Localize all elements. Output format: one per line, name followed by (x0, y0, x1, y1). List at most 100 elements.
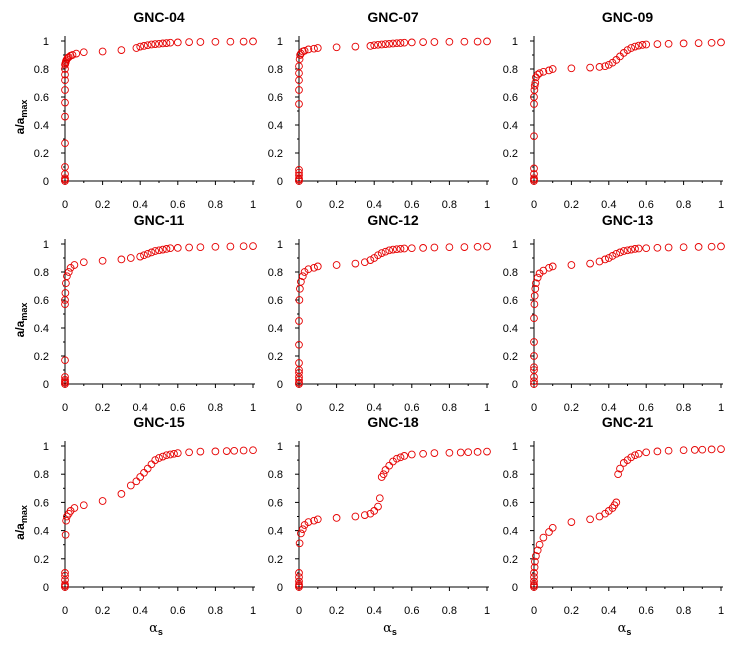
data-point (79, 48, 88, 57)
data-point (396, 453, 405, 462)
data-point (332, 514, 341, 522)
data-point (642, 40, 651, 49)
data-point (717, 38, 725, 47)
data-point (98, 256, 107, 265)
data-point (151, 40, 160, 48)
data-point (460, 37, 469, 46)
data-point (385, 39, 394, 48)
data-point (68, 51, 77, 59)
data-point (535, 69, 544, 78)
data-point (239, 446, 248, 455)
data-point (297, 529, 305, 538)
y-tick-label: 0.6 (503, 497, 518, 509)
x-axis-label: αs (618, 621, 632, 637)
data-point (295, 100, 303, 108)
data-point (533, 273, 542, 282)
data-point (147, 248, 156, 257)
data-point (531, 284, 540, 293)
data-point (351, 42, 360, 51)
x-tick-label: 1 (484, 402, 490, 414)
data-point (634, 41, 643, 50)
data-point (61, 356, 69, 365)
data-point (530, 132, 538, 141)
data-point (297, 277, 305, 286)
x-tick-label: 0.2 (329, 199, 344, 211)
data-point (230, 446, 239, 455)
data-point (304, 518, 313, 526)
data-point (601, 255, 609, 264)
x-tick-label: 0.8 (208, 402, 223, 414)
data-point (295, 569, 303, 577)
panel-title: GNC-09 (602, 9, 654, 25)
y-tick-label: 0.2 (268, 351, 283, 363)
data-point (642, 448, 651, 457)
panel-title: GNC-18 (367, 414, 419, 430)
x-tick-label: 0.8 (676, 199, 691, 211)
data-point (185, 38, 193, 46)
data-point (379, 470, 388, 479)
x-tick-label: 0.6 (639, 402, 654, 414)
data-point (295, 539, 304, 548)
data-point (381, 247, 390, 256)
data-point (473, 37, 482, 46)
y-tick-label: 1 (277, 239, 283, 251)
data-point (389, 39, 397, 48)
data-point (151, 247, 160, 255)
y-tick-label: 0.8 (503, 64, 518, 76)
data-point (162, 245, 171, 253)
x-tick-label: 0.6 (639, 199, 654, 211)
x-tick-label: 0 (62, 199, 68, 211)
data-point (196, 38, 205, 46)
y-tick-label: 0 (43, 176, 49, 188)
y-tick-label: 0.2 (503, 148, 518, 160)
x-tick-label: 0.4 (367, 402, 382, 414)
y-tick-label: 0.2 (268, 554, 283, 566)
data-point (239, 242, 248, 251)
data-point (61, 373, 69, 381)
y-tick-label: 0.2 (503, 351, 518, 363)
x-tick-label: 0.2 (564, 605, 579, 617)
data-point (117, 46, 126, 54)
data-point (545, 528, 553, 536)
x-tick-label: 0.6 (170, 199, 185, 211)
data-point (396, 244, 405, 253)
data-point (483, 447, 491, 456)
data-point (664, 243, 673, 252)
data-point (419, 244, 427, 252)
x-tick-label: 0.8 (676, 402, 691, 414)
data-point (295, 573, 303, 581)
x-tick-label: 0.8 (676, 605, 691, 617)
y-tick-label: 0.2 (503, 554, 518, 566)
data-point (567, 261, 576, 269)
data-point (295, 165, 303, 174)
y-tick-label: 0 (43, 582, 49, 594)
y-tick-label: 0.6 (268, 497, 283, 509)
data-point (374, 502, 382, 511)
panel-gnc-21: GNC-21 0 0.2 0.4 0.6 0.8 1 0 0.2 0.4 0.6 0.8 1 αs (503, 414, 725, 637)
data-point (366, 256, 375, 264)
data-point (717, 445, 725, 453)
data-point (530, 563, 539, 572)
data-point (61, 86, 69, 94)
y-axis-label: a/amax (13, 100, 29, 135)
data-point (532, 552, 540, 560)
data-point (535, 540, 544, 549)
data-point (313, 262, 322, 271)
data-point (614, 470, 622, 479)
data-point (143, 249, 152, 258)
y-tick-label: 0.6 (34, 295, 49, 307)
data-point (295, 577, 303, 586)
data-point (694, 39, 703, 47)
data-point (61, 289, 70, 297)
y-axis-label: a/amax (13, 303, 29, 338)
y-tick-label: 0 (277, 582, 283, 594)
data-point (445, 243, 454, 252)
x-axis-label: αs (149, 621, 163, 637)
panel-title: GNC-11 (134, 212, 185, 228)
x-tick-label: 0 (296, 402, 302, 414)
x-tick-label: 1 (718, 605, 724, 617)
data-point (595, 63, 604, 71)
data-point (612, 498, 621, 507)
panel-title: GNC-13 (602, 212, 654, 228)
